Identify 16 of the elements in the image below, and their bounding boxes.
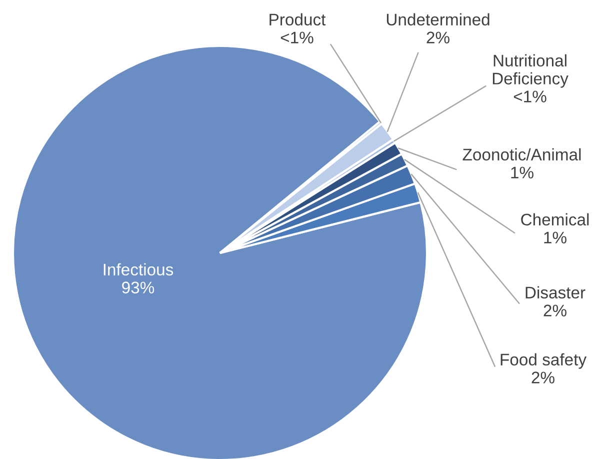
slice-label: Disaster: [526, 286, 586, 298]
slice-label: Product: [270, 13, 326, 26]
slice-label: Zoonotic/Animal: [462, 148, 581, 160]
data-label: <1%: [280, 32, 314, 44]
slice-label: Food safety: [500, 353, 587, 369]
data-label: 93%: [122, 282, 154, 294]
slice-label: Undetermined: [386, 13, 490, 26]
data-label: 2%: [544, 304, 566, 316]
data-label: 1%: [511, 166, 534, 178]
data-label: 2%: [426, 32, 450, 44]
slice-label: Infectious: [104, 263, 174, 276]
slice-label: Chemical: [521, 213, 589, 226]
data-label: 2%: [532, 372, 554, 384]
slice-label: Nutritional Deficiency: [492, 54, 568, 88]
data-label: <1%: [514, 90, 546, 102]
data-label: 1%: [544, 232, 566, 244]
